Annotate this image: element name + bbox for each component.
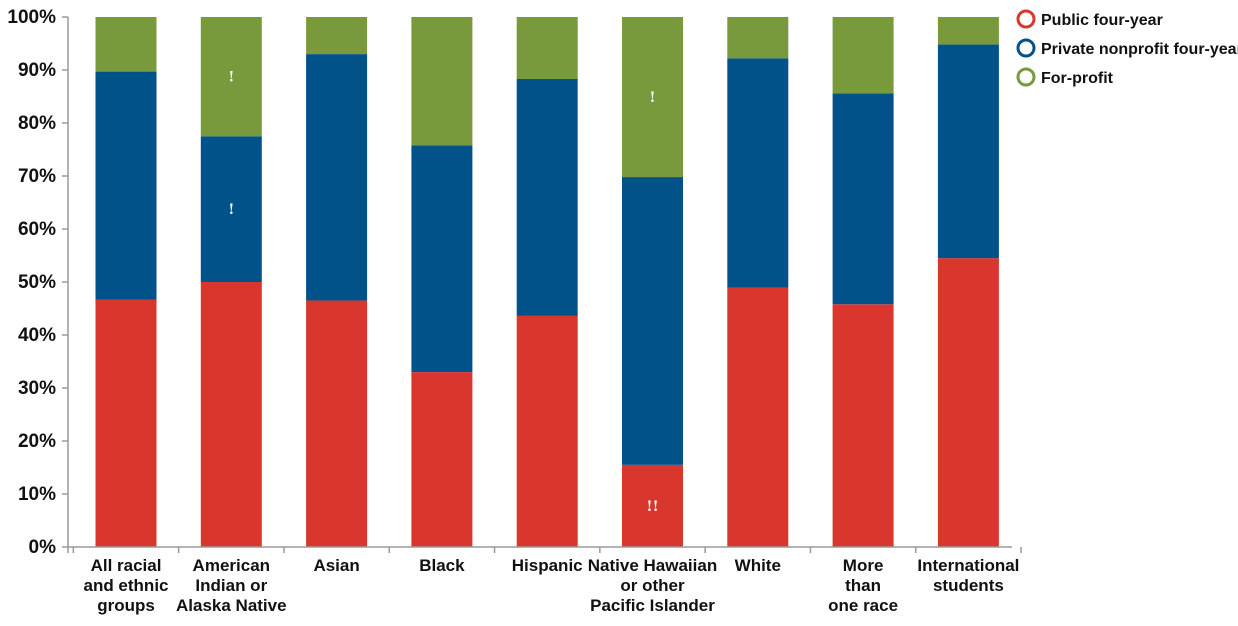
- category-label: Hispanic: [512, 556, 583, 575]
- reliability-flag: !: [228, 202, 234, 218]
- bar-segment: [622, 177, 683, 465]
- bar-segment: [622, 464, 683, 547]
- bar-segment: [95, 17, 157, 72]
- category-label: White: [735, 556, 781, 575]
- category-label-line: Native Hawaiian: [588, 556, 717, 575]
- legend-label: Public four-year: [1041, 12, 1163, 29]
- y-tick-label: 0%: [29, 537, 57, 558]
- y-tick-label: 80%: [18, 113, 56, 134]
- bar-segment: [727, 17, 789, 59]
- bar-segment: [622, 17, 683, 178]
- y-tick-label: 10%: [18, 484, 56, 505]
- bars: !!!!!: [95, 17, 999, 547]
- bar-segment: [832, 304, 894, 547]
- category-label-line: students: [933, 576, 1004, 595]
- category-label-line: groups: [97, 596, 155, 615]
- category-label-line: Indian or: [195, 576, 267, 595]
- category-label-line: Asian: [313, 556, 359, 575]
- reliability-flag: !: [228, 70, 234, 86]
- bar-segment: [516, 79, 578, 316]
- bar-segment: [306, 300, 368, 547]
- bar-segment: [832, 17, 894, 94]
- bar-segment: [200, 136, 262, 282]
- category-label-line: Hispanic: [512, 556, 583, 575]
- bar-segment: [727, 287, 789, 547]
- y-tick-label: 50%: [18, 272, 56, 293]
- legend-marker: [1016, 9, 1036, 29]
- y-tick-label: 70%: [18, 166, 56, 187]
- y-axis: 0% 10% 20% 30% 40% 50% 60% 70% 80% 90% 100%: [7, 7, 69, 558]
- reliability-flag: !!: [646, 499, 658, 515]
- category-label-line: International: [917, 556, 1019, 575]
- bar-segment: [411, 17, 473, 146]
- bar-segment: [306, 54, 368, 301]
- category-label: All racial and ethnic groups: [83, 556, 168, 615]
- category-label-line: than: [845, 576, 881, 595]
- category-label: More than one race: [828, 556, 898, 615]
- category-label-line: or other: [620, 576, 685, 595]
- reliability-flag: !: [649, 90, 655, 106]
- legend-label: Private nonprofit four-year: [1041, 41, 1238, 58]
- bar-segment: [516, 17, 578, 80]
- category-label-line: and ethnic: [83, 576, 168, 595]
- bar-segment: [937, 44, 999, 259]
- category-label-line: one race: [828, 596, 898, 615]
- category-label-line: More: [843, 556, 884, 575]
- bar-segment: [727, 58, 789, 288]
- category-label-line: Alaska Native: [176, 596, 287, 615]
- bar-segment: [832, 93, 894, 305]
- y-tick-label: 90%: [18, 60, 56, 81]
- bar-segment: [95, 299, 157, 547]
- bar-segment: [306, 17, 368, 55]
- y-tick-label: 40%: [18, 325, 56, 346]
- category-label: American Indian or Alaska Native: [176, 556, 287, 615]
- category-label: Black: [419, 556, 465, 575]
- bar-segment: [200, 17, 262, 137]
- y-tick-label: 60%: [18, 219, 56, 240]
- legend-label: For-profit: [1041, 70, 1114, 87]
- category-label: Asian: [313, 556, 359, 575]
- category-label-line: American: [193, 556, 270, 575]
- category-label-line: Black: [419, 556, 465, 575]
- bar-segment: [937, 17, 999, 45]
- category-label: Native Hawaiian or other Pacific Islander: [588, 556, 717, 615]
- legend: Public four-year Private nonprofit four-y…: [1016, 9, 1238, 87]
- bar-segment: [411, 372, 473, 547]
- category-label-line: Pacific Islander: [590, 596, 715, 615]
- category-label-line: White: [735, 556, 781, 575]
- legend-marker: [1016, 38, 1036, 58]
- category-label-line: All racial: [91, 556, 162, 575]
- bar-segment: [937, 258, 999, 547]
- bar-segment: [95, 71, 157, 300]
- y-tick-label: 30%: [18, 378, 56, 399]
- y-tick-label: 20%: [18, 431, 56, 452]
- bar-segment: [516, 315, 578, 547]
- legend-marker: [1016, 67, 1036, 87]
- y-tick-label: 100%: [7, 7, 56, 28]
- category-label: International students: [917, 556, 1019, 595]
- bar-segment: [200, 282, 262, 547]
- bar-segment: [411, 145, 473, 373]
